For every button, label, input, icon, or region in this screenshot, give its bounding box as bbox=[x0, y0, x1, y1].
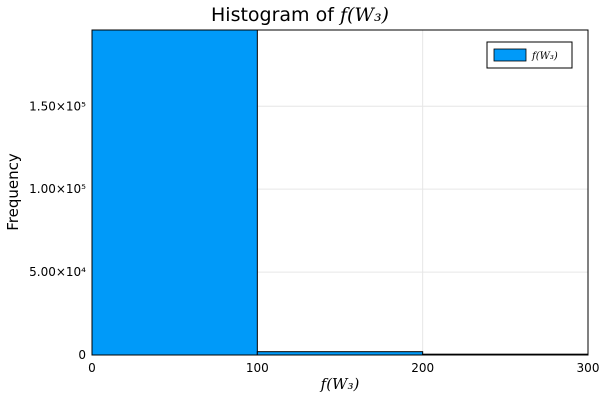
x-tick-label: 0 bbox=[88, 361, 96, 375]
y-tick-labels: 0 5.00×10⁴ 1.00×10⁵ 1.50×10⁵ bbox=[29, 99, 86, 362]
y-tick-label: 1.50×10⁵ bbox=[29, 99, 86, 113]
histogram-bar bbox=[91, 29, 258, 356]
bars bbox=[91, 29, 589, 356]
legend: f(W₃) bbox=[486, 41, 573, 69]
plot-frame bbox=[91, 29, 589, 356]
y-axis-label: Frequency bbox=[4, 153, 22, 231]
y-tick-label: 1.00×10⁵ bbox=[29, 182, 86, 196]
x-axis-label: f(W₃) bbox=[320, 375, 360, 393]
chart-title: Histogram of f(W₃) bbox=[211, 4, 389, 26]
legend-swatch bbox=[493, 48, 527, 62]
x-tick-label: 300 bbox=[577, 361, 600, 375]
x-tick-labels: 0 100 200 300 bbox=[88, 361, 599, 375]
y-tick-label: 0 bbox=[78, 348, 86, 362]
y-tick-label: 5.00×10⁴ bbox=[29, 265, 86, 279]
x-tick-label: 100 bbox=[246, 361, 269, 375]
x-tick-label: 200 bbox=[411, 361, 434, 375]
legend-label: f(W₃) bbox=[531, 51, 558, 62]
